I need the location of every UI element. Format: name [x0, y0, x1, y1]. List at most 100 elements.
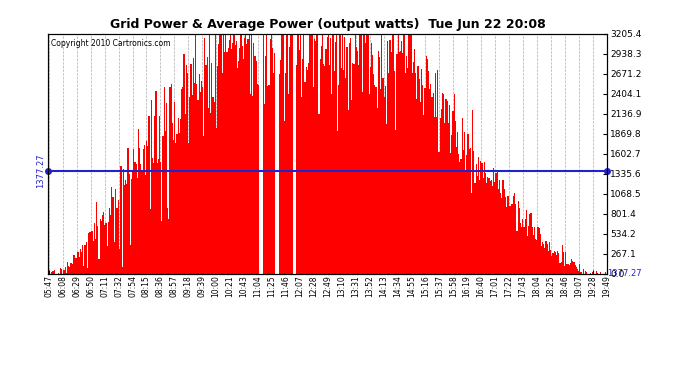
Bar: [126, 184, 128, 274]
Bar: [173, 140, 174, 274]
Bar: [333, 71, 335, 274]
Bar: [153, 163, 155, 274]
Bar: [311, 34, 313, 274]
Bar: [53, 272, 54, 274]
Bar: [97, 226, 99, 274]
Bar: [585, 272, 586, 274]
Bar: [570, 263, 571, 274]
Bar: [469, 148, 470, 274]
Bar: [557, 251, 558, 274]
Bar: [207, 57, 208, 274]
Bar: [605, 272, 606, 274]
Bar: [306, 67, 307, 274]
Bar: [166, 103, 167, 274]
Bar: [208, 108, 209, 274]
Bar: [214, 102, 215, 274]
Bar: [246, 45, 248, 274]
Bar: [395, 130, 397, 274]
Bar: [465, 170, 466, 274]
Bar: [540, 234, 541, 274]
Bar: [262, 34, 264, 274]
Bar: [392, 34, 393, 274]
Bar: [485, 173, 486, 274]
Bar: [192, 95, 193, 274]
Bar: [241, 46, 243, 274]
Bar: [175, 142, 177, 274]
Bar: [368, 94, 370, 274]
Bar: [348, 43, 350, 274]
Bar: [221, 73, 223, 274]
Bar: [174, 102, 175, 274]
Bar: [224, 52, 226, 274]
Bar: [313, 87, 314, 274]
Bar: [255, 61, 257, 274]
Bar: [595, 271, 597, 274]
Bar: [357, 51, 358, 274]
Bar: [315, 41, 316, 274]
Bar: [184, 114, 186, 274]
Bar: [504, 189, 505, 274]
Bar: [511, 204, 512, 274]
Bar: [119, 249, 121, 274]
Bar: [161, 222, 162, 274]
Bar: [482, 178, 484, 274]
Bar: [436, 117, 437, 274]
Bar: [302, 59, 304, 274]
Bar: [338, 85, 339, 274]
Bar: [553, 251, 555, 274]
Bar: [152, 158, 153, 274]
Bar: [426, 58, 428, 274]
Bar: [108, 222, 109, 274]
Bar: [236, 40, 237, 274]
Bar: [544, 248, 546, 274]
Title: Grid Power & Average Power (output watts)  Tue Jun 22 20:08: Grid Power & Average Power (output watts…: [110, 18, 546, 31]
Bar: [407, 68, 408, 274]
Bar: [542, 243, 543, 274]
Bar: [144, 145, 145, 274]
Bar: [515, 204, 516, 274]
Bar: [264, 105, 265, 274]
Bar: [385, 86, 386, 274]
Bar: [444, 123, 445, 274]
Bar: [562, 245, 563, 274]
Bar: [231, 50, 233, 274]
Bar: [268, 85, 270, 274]
Bar: [164, 87, 165, 274]
Bar: [110, 214, 111, 274]
Bar: [500, 193, 501, 274]
Bar: [538, 228, 540, 274]
Bar: [216, 128, 217, 274]
Bar: [288, 94, 289, 274]
Bar: [571, 260, 572, 274]
Bar: [308, 63, 309, 274]
Bar: [89, 232, 90, 274]
Bar: [507, 196, 509, 274]
Bar: [72, 255, 74, 274]
Bar: [322, 34, 323, 274]
Bar: [442, 93, 443, 274]
Bar: [179, 133, 180, 274]
Bar: [527, 236, 528, 274]
Bar: [462, 118, 463, 274]
Bar: [239, 48, 240, 274]
Bar: [414, 49, 415, 274]
Bar: [132, 171, 133, 274]
Bar: [130, 244, 131, 274]
Bar: [409, 34, 411, 274]
Bar: [365, 42, 366, 274]
Bar: [131, 178, 132, 274]
Bar: [519, 208, 520, 274]
Bar: [514, 193, 515, 274]
Bar: [460, 159, 462, 274]
Bar: [168, 219, 170, 274]
Bar: [424, 88, 426, 274]
Bar: [437, 70, 438, 274]
Bar: [382, 78, 384, 274]
Bar: [350, 38, 351, 274]
Bar: [70, 262, 72, 274]
Bar: [528, 226, 529, 274]
Bar: [389, 40, 391, 274]
Bar: [141, 170, 143, 274]
Bar: [90, 232, 91, 274]
Bar: [140, 164, 141, 274]
